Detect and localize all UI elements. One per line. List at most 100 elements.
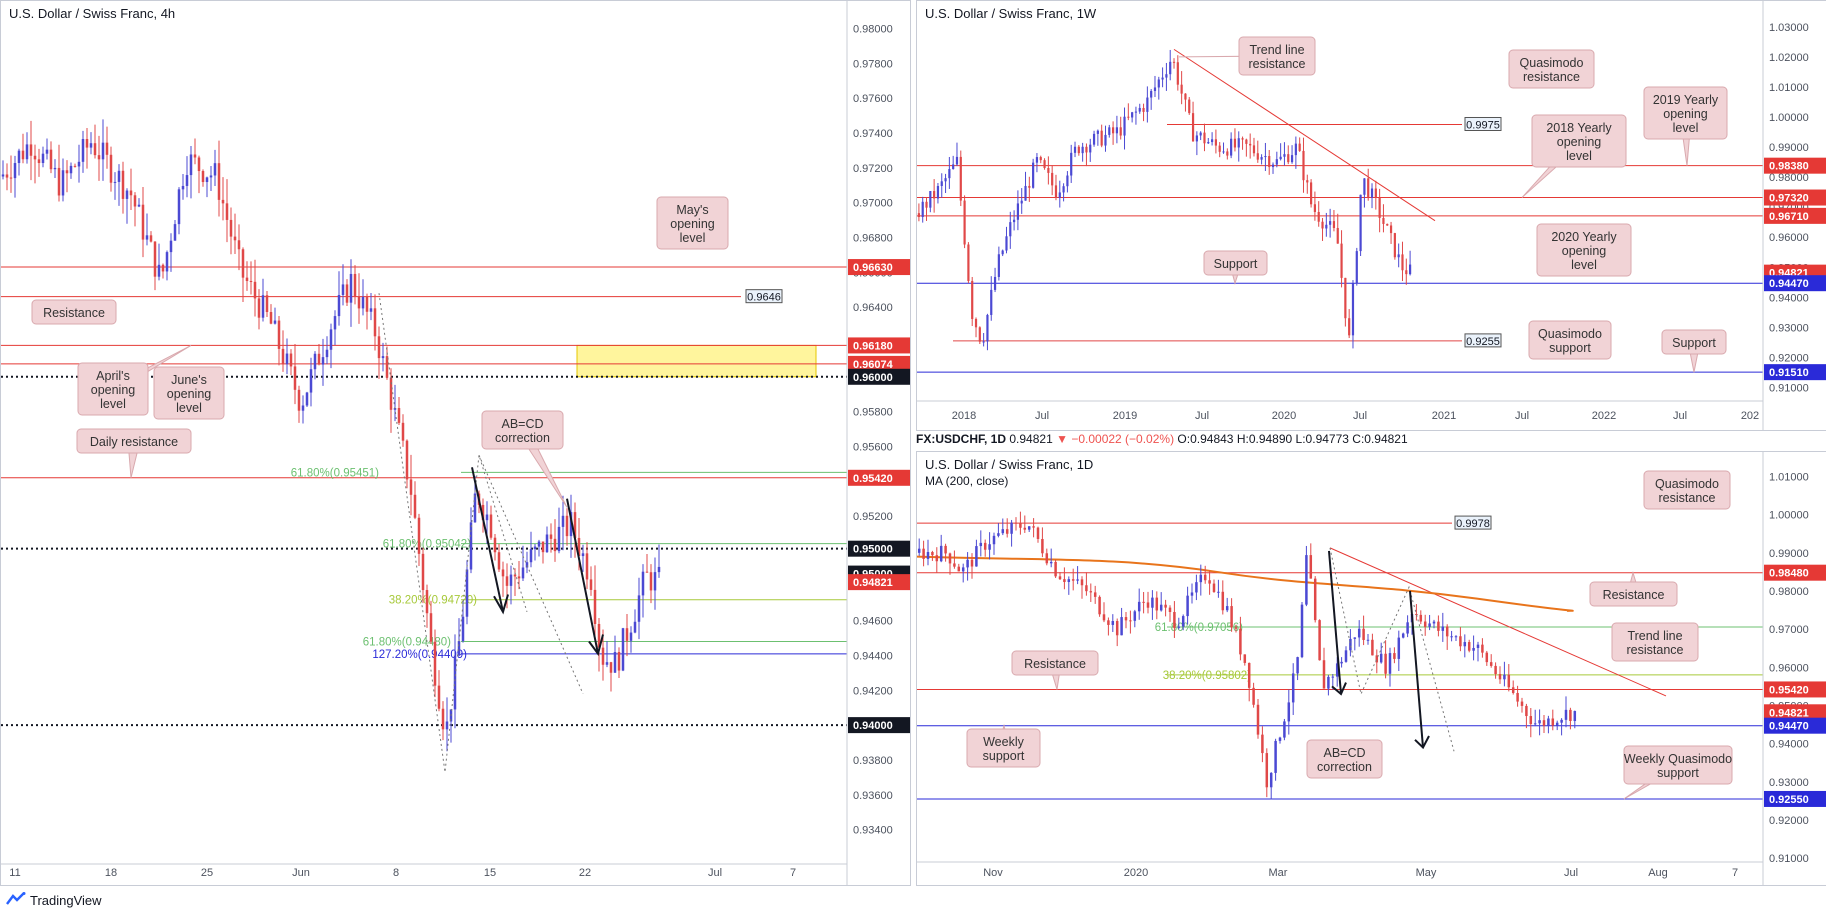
chart-1d[interactable]: 61.80%(0.97056) 38.20%(0.95802) 0.9978 Quas…: [917, 452, 1826, 885]
candle-body: [1161, 77, 1164, 80]
candle-body: [1419, 614, 1423, 622]
price-tag: 0.94821: [848, 574, 910, 591]
candle-body: [1363, 178, 1366, 195]
callout-text: AB=CD: [501, 417, 543, 431]
candle-body: [1134, 111, 1138, 113]
candle-body: [57, 167, 61, 196]
candle-body: [1355, 251, 1358, 284]
candle-body: [939, 545, 943, 562]
price-tag-bg: [1764, 790, 1826, 807]
candle-body: [441, 708, 445, 730]
candle-body: [1405, 270, 1408, 275]
candle-body: [1023, 527, 1027, 530]
level-note-box: [1454, 515, 1492, 530]
candle-body: [1386, 223, 1389, 226]
price-tag-bg: [848, 469, 910, 486]
candle-body: [453, 655, 457, 710]
candle-body: [963, 200, 966, 245]
candle-body: [1129, 620, 1132, 622]
panel-1d[interactable]: U.S. Dollar / Swiss Franc, 1D MA (200, c…: [916, 451, 1826, 886]
x-tick-label: 7: [1732, 867, 1738, 879]
candle-body: [1169, 61, 1172, 75]
candle-body: [1096, 130, 1099, 134]
x-tick-label: Jul: [1195, 410, 1209, 422]
candle-body: [21, 150, 25, 160]
candle-body: [1384, 653, 1387, 674]
y-tick-label: 0.94200: [853, 685, 893, 697]
candle-body: [1573, 711, 1577, 722]
supply-zone: [576, 344, 817, 378]
candle-body: [1296, 657, 1299, 674]
callout-box: [153, 366, 225, 420]
candle-body: [1533, 723, 1537, 725]
candle-body: [1378, 197, 1381, 218]
candle-body: [1036, 527, 1040, 539]
candle-body: [1100, 130, 1103, 146]
callout-text: level: [100, 397, 126, 411]
candle-body: [1511, 687, 1515, 693]
candle-body: [1260, 157, 1263, 160]
candle-body: [1142, 601, 1145, 603]
candle-body: [1237, 138, 1240, 148]
low-value: L:0.94773: [1295, 432, 1349, 446]
candle-body: [1467, 642, 1471, 651]
candle-body: [1222, 151, 1225, 153]
y-tick-label: 0.94600: [853, 616, 893, 628]
candle-body: [1401, 633, 1405, 638]
candle-body: [89, 143, 93, 148]
callout-text: resistance: [1627, 643, 1684, 657]
callout-resistance-top: Resistance: [1589, 570, 1678, 607]
callout-text: level: [680, 231, 706, 245]
candle-body: [13, 163, 17, 179]
candle-body: [1138, 107, 1141, 112]
y-tick-label: 1.01000: [1769, 82, 1809, 94]
candle-body: [53, 167, 57, 170]
candle-body: [1516, 692, 1519, 702]
candle-body: [481, 504, 485, 521]
candle-body: [1058, 576, 1062, 580]
candle-body: [1450, 636, 1453, 638]
candle-body: [1445, 626, 1449, 637]
candle-body: [1489, 662, 1493, 666]
price-tag-bg: [1764, 157, 1826, 174]
candle-body: [1016, 203, 1020, 220]
candle-body: [1321, 221, 1324, 229]
panel-1w[interactable]: U.S. Dollar / Swiss Franc, 1W 0.9975 0.92…: [916, 0, 1826, 431]
x-tick-label: 2020: [1272, 410, 1296, 422]
candle-body: [1529, 716, 1533, 725]
candle-body: [1305, 555, 1308, 605]
x-tick-label: 2019: [1113, 410, 1137, 422]
symbol-info-bar: FX:USDCHF, 1D 0.94821 ▼ −0.00022 (−0.02%…: [916, 432, 1408, 446]
price-tag: 0.94821: [1764, 704, 1826, 721]
candle-body: [629, 632, 633, 641]
candle-body: [1230, 138, 1233, 156]
ma-200-line: [917, 555, 1574, 612]
candle-body: [1085, 585, 1088, 592]
candle-body: [1379, 653, 1383, 663]
candle-body: [517, 576, 521, 579]
callout-text: opening: [167, 387, 212, 401]
panel-4h[interactable]: U.S. Dollar / Swiss Franc, 4h 61.80%(0.9…: [0, 0, 911, 886]
callout-text: resistance: [1523, 70, 1580, 84]
candle-body: [193, 154, 197, 158]
chart-4h[interactable]: 61.80%(0.95451) 61.80%(0.95042) 38.20%(0.9…: [1, 1, 910, 885]
candle-body: [633, 621, 637, 633]
candle-body: [137, 204, 141, 207]
candle-body: [417, 517, 421, 554]
candle-body: [353, 273, 357, 297]
candle-body: [217, 163, 221, 200]
candle-body: [573, 512, 577, 538]
tradingview-footer[interactable]: TradingView: [6, 892, 102, 909]
candle-body: [929, 191, 932, 208]
candle-body: [966, 559, 969, 568]
candle-body: [237, 240, 241, 250]
candle-body: [145, 235, 149, 240]
ma-indicator-label[interactable]: MA (200, close): [925, 474, 1009, 488]
candle-body: [986, 314, 989, 342]
candle-body: [637, 595, 641, 622]
price-tag-label: 0.91510: [1769, 367, 1809, 379]
candle-body: [505, 576, 509, 586]
candle-body: [213, 163, 217, 176]
